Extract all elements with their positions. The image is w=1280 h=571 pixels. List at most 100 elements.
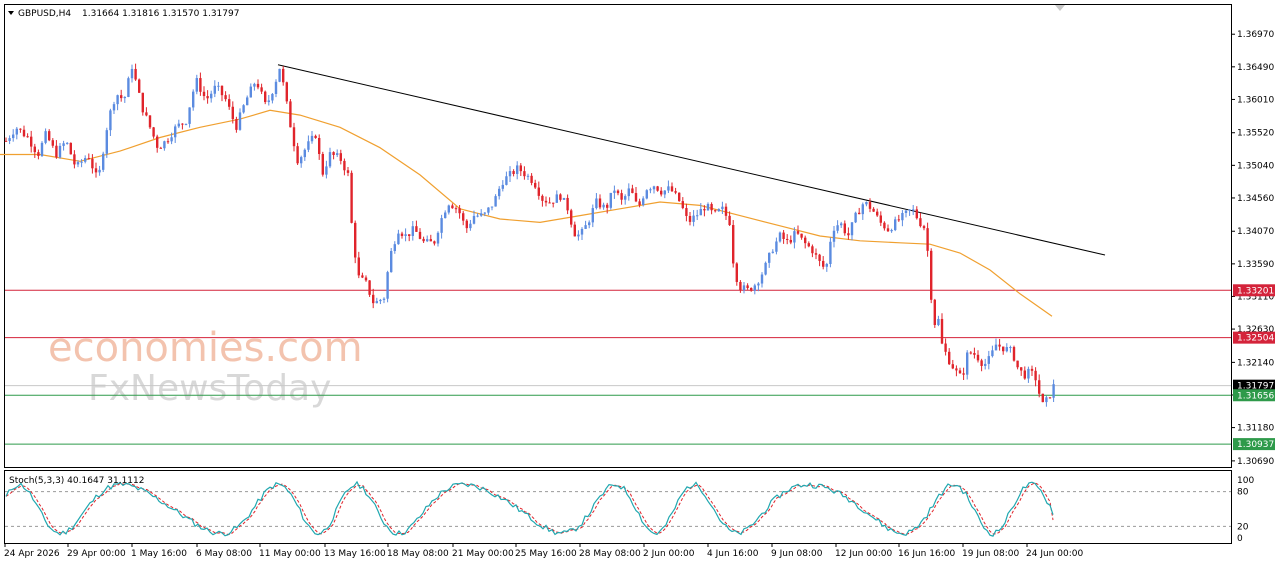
candle-body-218 [789,239,792,243]
y-tick-10: 1.32140 [1237,358,1274,368]
candle-body-81 [296,146,299,164]
candle-body-223 [807,243,810,247]
candle-body-138 [501,184,504,189]
candle-body-263 [951,364,954,369]
candle-body-102 [372,294,375,304]
candle-body-69 [253,83,256,87]
y-tick-3: 1.35520 [1237,129,1274,139]
candle-body-51 [188,107,191,124]
candle-body-179 [649,189,652,191]
candle-body-260 [940,318,944,344]
candle-body-161 [584,225,587,229]
candle-body-287 [1038,380,1041,394]
candle-body-101 [368,280,371,295]
candle-body-104 [379,299,382,302]
candle-body-277 [1002,346,1005,352]
candle-body-235 [850,222,854,236]
candle-body-106 [386,272,389,299]
candle-body-113 [411,226,414,236]
candle-body-144 [523,171,526,177]
candle-body-9 [37,152,40,156]
candle-body-59 [217,85,220,87]
symbol-menu-arrow-icon[interactable] [8,11,14,15]
candle-body-75 [274,81,278,94]
level-tag-bg-4 [1233,438,1275,451]
candle-body-169 [613,190,616,193]
candle-body-273 [987,356,990,364]
time-axis: 24 Apr 2026 29 Apr 00:00 1 May 16:00 6 May … [4,543,1083,559]
candle-body-193 [699,209,702,216]
candle-body-2 [12,134,15,139]
candle-body-123 [447,205,450,213]
candle-body-79 [289,101,292,128]
candle-body-205 [742,285,746,291]
candle-body-280 [1012,347,1016,361]
y-tick-5: 1.34560 [1237,194,1274,204]
candle-body-47 [174,126,177,138]
candle-body-95 [346,170,350,173]
candle-body-285 [1030,368,1034,371]
candle-body-77 [282,68,285,83]
candle-body-65 [238,112,242,130]
candle-body-166 [602,204,605,208]
candle-body-70 [256,83,260,88]
candle-body-132 [480,213,483,216]
candle-body-85 [310,135,314,142]
candle-body-53 [195,78,198,92]
candle-body-231 [836,225,839,231]
chart-shift-marker-icon[interactable] [1055,5,1065,11]
candle-body-274 [991,350,994,357]
candle-body-240 [868,201,872,209]
candle-body-194 [703,209,706,211]
x-tick-9: 28 May 08:00 [579,549,641,559]
y-tick-13: 1.30690 [1237,457,1274,467]
stochastic-label: Stoch(5,3,3) 40.1647 31.1112 [9,476,144,486]
candle-body-247 [894,219,897,231]
candle-body-139 [505,176,508,185]
candle-body-171 [620,193,623,200]
candle-body-136 [494,196,497,207]
candle-body-265 [958,370,962,374]
candle-body-167 [606,204,609,208]
candle-body-249 [901,212,904,221]
x-tick-7: 21 May 00:00 [452,549,514,559]
candle-body-153 [555,194,558,203]
candle-body-258 [933,299,936,326]
candle-body-73 [267,100,270,103]
candle-body-140 [508,171,512,177]
candle-body-52 [192,91,195,108]
x-tick-12: 9 Jun 08:00 [771,549,823,559]
candle-body-246 [890,230,893,232]
x-tick-6: 18 May 08:00 [387,549,449,559]
y-tick-1: 1.36490 [1237,63,1274,73]
candle-body-164 [595,198,598,209]
candle-body-286 [1034,370,1037,381]
candle-body-78 [285,82,288,102]
candle-body-66 [242,105,245,113]
candle-body-80 [292,127,296,147]
main-plot-frame [4,4,1232,468]
candle-body-60 [220,85,224,96]
x-tick-0: 24 Apr 2026 [4,549,60,559]
level-tag-1: 1.32504 [1237,334,1274,344]
candle-body-148 [537,187,540,196]
candle-body-256 [926,228,929,251]
candle-body-58 [213,85,216,94]
candle-body-189 [685,208,688,216]
candle-body-270 [976,354,980,361]
candle-body-92 [336,153,339,155]
candle-body-71 [260,87,263,92]
candle-body-238 [861,204,864,215]
chart-ohlc: 1.31664 1.31816 1.31570 1.31797 [82,9,239,19]
candle-body-175 [634,193,638,202]
candle-body-236 [854,212,857,223]
stoch-main-line [5,480,1054,537]
candle-body-108 [393,244,396,251]
candle-body-154 [559,194,562,200]
candle-body-224 [811,246,814,254]
resistance-trendline [277,64,1106,256]
candle-body-178 [645,190,648,199]
